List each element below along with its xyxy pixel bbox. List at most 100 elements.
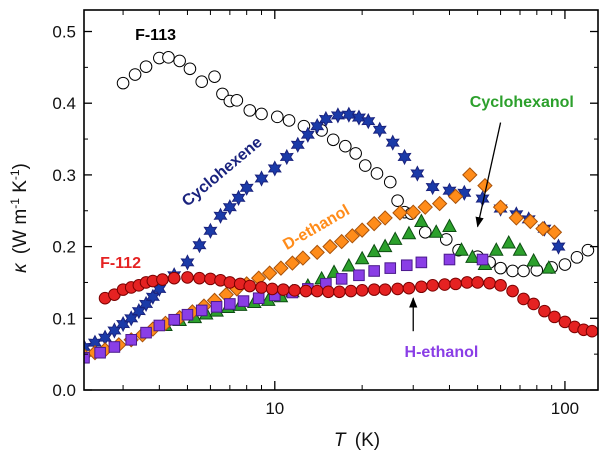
data-point (322, 238, 338, 255)
data-point (243, 104, 257, 117)
data-point (367, 283, 381, 296)
data-point (391, 194, 404, 208)
y-axis-unit-mid: K (10, 180, 31, 198)
data-point (168, 313, 180, 326)
data-point (517, 292, 530, 306)
series-label-f-112: F-112 (100, 255, 141, 272)
data-point (438, 278, 451, 291)
data-point (551, 238, 566, 255)
data-point (400, 259, 413, 272)
axes: 0.0 0.1 0.2 0.3 0.4 0.5 10 100 (52, 10, 598, 418)
data-point (546, 224, 563, 240)
data-point (410, 165, 425, 182)
data-point (318, 110, 333, 128)
data-point (558, 315, 572, 329)
series-label-cyclohexene: Cyclohexene (179, 134, 266, 211)
data-point (460, 276, 474, 289)
data-point (415, 280, 428, 294)
data-point (299, 284, 313, 298)
data-point (288, 284, 301, 297)
data-point (377, 238, 393, 253)
data-point (366, 243, 382, 258)
data-point (267, 160, 282, 177)
y-tick-label: 0.3 (52, 166, 76, 185)
data-point (183, 62, 197, 76)
data-point (457, 184, 472, 201)
data-point (162, 51, 175, 64)
data-point (330, 107, 345, 124)
data-point (358, 159, 372, 172)
data-point (173, 54, 186, 68)
data-point (431, 195, 448, 212)
series-f-112 (98, 271, 598, 338)
x-axis-title: T (K) (334, 430, 380, 451)
data-point (125, 334, 138, 346)
data-point (300, 126, 315, 143)
data-point (270, 110, 284, 124)
data-point (428, 224, 444, 238)
data-point (370, 167, 384, 180)
data-point (476, 253, 489, 266)
data-point (415, 256, 428, 269)
data-point (265, 282, 279, 296)
data-point (517, 264, 530, 278)
data-point (581, 243, 595, 257)
data-point (94, 346, 106, 359)
data-point (377, 210, 393, 226)
plot-frame (83, 9, 599, 391)
data-point (462, 167, 478, 183)
annotations: F-113CyclohexeneF-112D-ethanolCyclohexan… (100, 27, 574, 361)
series-f-113 (116, 51, 595, 278)
data-point (277, 283, 290, 296)
y-tick-label: 0.5 (52, 23, 76, 42)
data-point (417, 199, 433, 215)
data-point (344, 228, 361, 244)
data-point (239, 179, 254, 196)
data-point (181, 271, 194, 284)
data-point (282, 114, 296, 127)
data-point (508, 210, 525, 226)
y-axis-title: κ (W m-1 K-1) (8, 163, 31, 273)
data-point (237, 295, 250, 307)
data-point (140, 326, 152, 339)
data-point (156, 273, 169, 286)
data-point (193, 271, 206, 285)
data-point (341, 106, 356, 123)
data-point (425, 178, 440, 196)
data-point (354, 250, 370, 265)
data-point (339, 139, 352, 153)
data-point (392, 205, 408, 221)
cyclohexanol-arrow (475, 122, 502, 228)
data-point (506, 284, 519, 298)
data-point (108, 341, 121, 353)
data-point (192, 237, 207, 254)
data-point (153, 319, 166, 332)
data-point (84, 351, 90, 364)
y-tick-label: 0.0 (52, 381, 76, 400)
data-point (512, 242, 528, 256)
x-axis-unit: (K) (355, 430, 380, 451)
data-point (222, 199, 237, 216)
data-point (391, 282, 404, 296)
data-point (418, 225, 432, 239)
data-point (230, 94, 244, 107)
data-point (195, 304, 208, 317)
data-point (139, 60, 153, 73)
data-point (355, 284, 369, 297)
data-point (548, 310, 561, 324)
y-tick-label: 0.2 (52, 238, 76, 257)
data-point (243, 279, 257, 293)
data-point (527, 297, 540, 311)
data-point (208, 70, 221, 83)
data-point (471, 276, 484, 289)
data-point (353, 269, 365, 282)
data-point (223, 276, 237, 289)
data-point (506, 264, 519, 278)
data-point (224, 298, 236, 310)
data-point (368, 265, 380, 277)
data-point (585, 324, 598, 338)
data-point (335, 273, 348, 285)
data-point (522, 213, 539, 230)
y-axis-symbol: κ (10, 262, 31, 273)
